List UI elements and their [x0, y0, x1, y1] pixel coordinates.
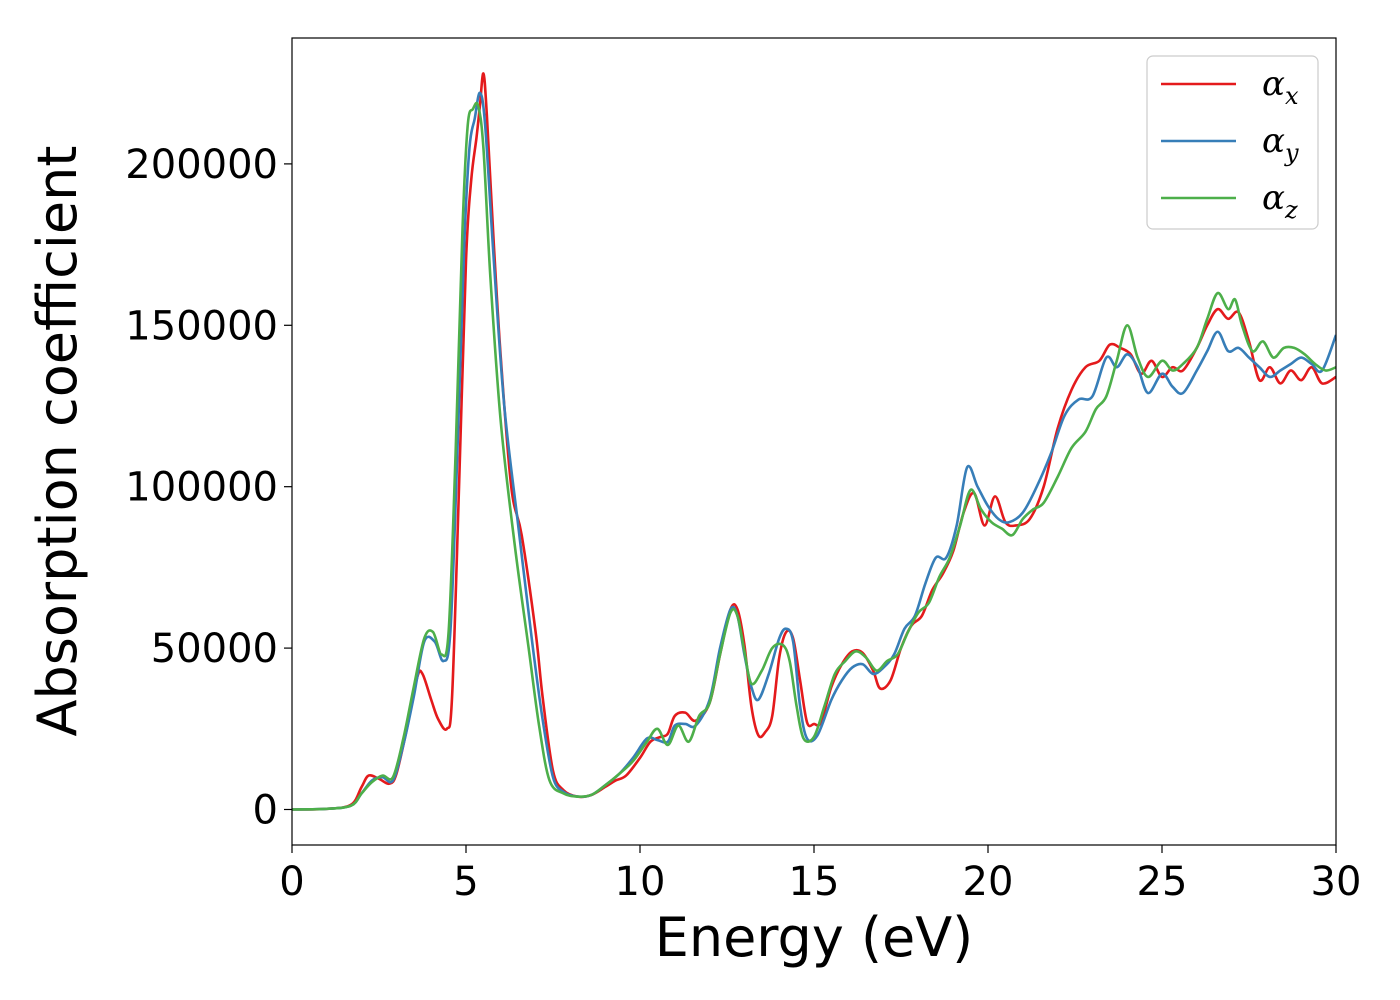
y-axis-title: Absorption coefficient: [26, 146, 89, 737]
y-tick-label: 200000: [125, 142, 278, 188]
legend-label-y: αy: [1262, 121, 1299, 167]
y-tick-label: 100000: [125, 465, 278, 511]
y-tick-label: 150000: [125, 303, 278, 349]
legend-label-x: αx: [1262, 64, 1299, 110]
x-tick-label: 30: [1311, 859, 1362, 905]
series-line-z: [292, 101, 1336, 811]
series-line-y: [292, 91, 1336, 811]
legend: αx αy αz: [1146, 55, 1319, 230]
x-tick-label: 15: [789, 859, 840, 905]
x-tick-label: 5: [453, 859, 478, 905]
y-axis: 0 50000 100000 150000 200000: [125, 142, 292, 833]
x-tick-label: 25: [1137, 859, 1188, 905]
series-line-x: [292, 72, 1336, 811]
y-tick-label: 0: [253, 787, 278, 833]
x-tick-label: 0: [279, 859, 304, 905]
x-axis-title: Energy (eV): [655, 906, 974, 969]
x-tick-label: 10: [615, 859, 666, 905]
legend-label-z: αz: [1262, 178, 1298, 224]
y-tick-label: 50000: [151, 626, 278, 672]
series-layer: [292, 72, 1336, 811]
legend-box: [1146, 55, 1319, 230]
x-axis: 0 5 10 15 20 25 30: [279, 845, 1361, 905]
x-tick-label: 20: [963, 859, 1014, 905]
